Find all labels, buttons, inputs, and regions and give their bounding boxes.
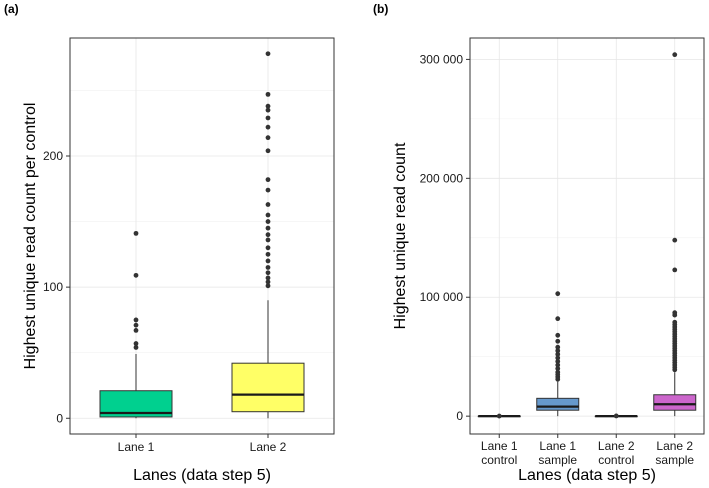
outlier-1-3 xyxy=(555,369,561,375)
outlier-1-2 xyxy=(265,275,271,281)
box-3 xyxy=(653,394,697,411)
outlier-1-10 xyxy=(265,225,271,231)
outlier-3-23 xyxy=(672,267,678,273)
panel-b-grid xyxy=(470,38,704,434)
outlier-0-2 xyxy=(133,328,139,333)
outlier-0-1 xyxy=(133,341,139,346)
outlier-1-14 xyxy=(555,291,561,297)
outlier-1-5 xyxy=(265,258,271,264)
outlier-1-9 xyxy=(555,348,561,354)
panel-b-y-axis: 0 100 000 200 000 300 000 xyxy=(420,52,470,423)
outlier-3-24 xyxy=(672,237,678,243)
panel-a-x-title: Lanes (data step 5) xyxy=(133,467,271,484)
outlier-1-6 xyxy=(555,359,561,364)
x-tick-label-1-line2: sample xyxy=(538,453,577,467)
outlier-1-18 xyxy=(265,124,271,130)
outlier-3-25 xyxy=(672,52,678,58)
outlier-0-0 xyxy=(496,413,502,419)
outlier-1-1 xyxy=(265,279,271,285)
y-tick-label-3: 300 000 xyxy=(420,52,464,66)
outlier-1-11 xyxy=(265,219,271,224)
x-tick-label-1-line1: Lane 1 xyxy=(539,439,576,453)
panel-a-frame xyxy=(69,37,335,435)
outlier-1-20 xyxy=(265,107,271,113)
outlier-1-8 xyxy=(555,351,561,357)
panel-b-frame xyxy=(469,37,705,435)
outlier-1-19 xyxy=(265,115,271,121)
box-1 xyxy=(231,362,305,413)
outlier-1-9 xyxy=(265,232,271,238)
y-tick-label-2: 200 000 xyxy=(420,171,464,185)
y-tick-label-1: 100 xyxy=(43,280,63,294)
outlier-1-4 xyxy=(555,366,561,371)
y-tick-label-0: 0 xyxy=(456,409,463,423)
outlier-0-3 xyxy=(133,322,139,328)
x-tick-label-0-line1: Lane 1 xyxy=(481,439,518,453)
outlier-0-4 xyxy=(133,317,139,323)
x-tick-label-0-line2: control xyxy=(481,453,517,467)
outlier-1-7 xyxy=(555,355,561,361)
outlier-1-4 xyxy=(265,265,271,270)
outlier-3-22 xyxy=(672,310,678,316)
x-tick-label-3-line2: sample xyxy=(655,453,694,467)
outlier-1-23 xyxy=(265,51,271,57)
panel-a-label: (a) xyxy=(4,2,19,16)
outlier-1-12 xyxy=(555,332,561,338)
y-tick-label-0: 0 xyxy=(56,411,63,425)
outlier-1-14 xyxy=(265,187,271,193)
x-tick-label-2-line2: control xyxy=(598,453,634,467)
y-tick-label-2: 200 xyxy=(43,149,63,163)
outlier-1-15 xyxy=(265,177,271,183)
outlier-0-0 xyxy=(133,345,139,350)
box-1 xyxy=(536,397,580,411)
outlier-2-0 xyxy=(613,413,619,419)
panel-b-y-title: Highest unique read count xyxy=(392,142,409,329)
outlier-1-16 xyxy=(265,148,271,154)
panel-a-y-title: Highest unique read count per control xyxy=(22,103,39,370)
outlier-1-21 xyxy=(265,103,271,109)
outlier-1-8 xyxy=(265,237,271,243)
panel-b-label: (b) xyxy=(373,2,388,16)
outlier-0-6 xyxy=(133,230,139,236)
y-tick-label-1: 100 000 xyxy=(420,290,464,304)
outlier-1-17 xyxy=(265,135,271,141)
outlier-1-13 xyxy=(265,202,271,207)
panel-a-boxes xyxy=(99,51,305,419)
outlier-1-12 xyxy=(265,212,271,218)
panel-b-x-title: Lanes (data step 5) xyxy=(518,467,656,484)
outlier-1-7 xyxy=(265,245,271,251)
outlier-1-5 xyxy=(555,362,561,368)
panel-a-y-axis: 0 100 200 xyxy=(43,149,70,425)
outlier-1-22 xyxy=(265,91,271,97)
outlier-1-6 xyxy=(265,251,271,257)
outlier-0-5 xyxy=(133,272,139,278)
outlier-1-0 xyxy=(265,283,271,289)
outlier-1-10 xyxy=(555,344,561,350)
x-tick-label-0: Lane 1 xyxy=(118,440,155,454)
panel-a-grid xyxy=(70,38,334,434)
x-tick-label-2-line1: Lane 2 xyxy=(598,439,635,453)
outlier-3-20 xyxy=(672,319,678,325)
outlier-1-11 xyxy=(555,338,561,344)
panel-b-boxes xyxy=(477,52,697,419)
outlier-1-13 xyxy=(555,316,561,322)
panel-a-x-axis: Lane 1 Lane 2 xyxy=(118,434,287,454)
panel-a: (a) 0 100 200 Lane 1 Lane 2 Lanes (data ste… xyxy=(4,2,335,484)
outlier-1-3 xyxy=(265,270,271,276)
x-tick-label-3-line1: Lane 2 xyxy=(656,439,693,453)
x-tick-label-1: Lane 2 xyxy=(250,440,287,454)
